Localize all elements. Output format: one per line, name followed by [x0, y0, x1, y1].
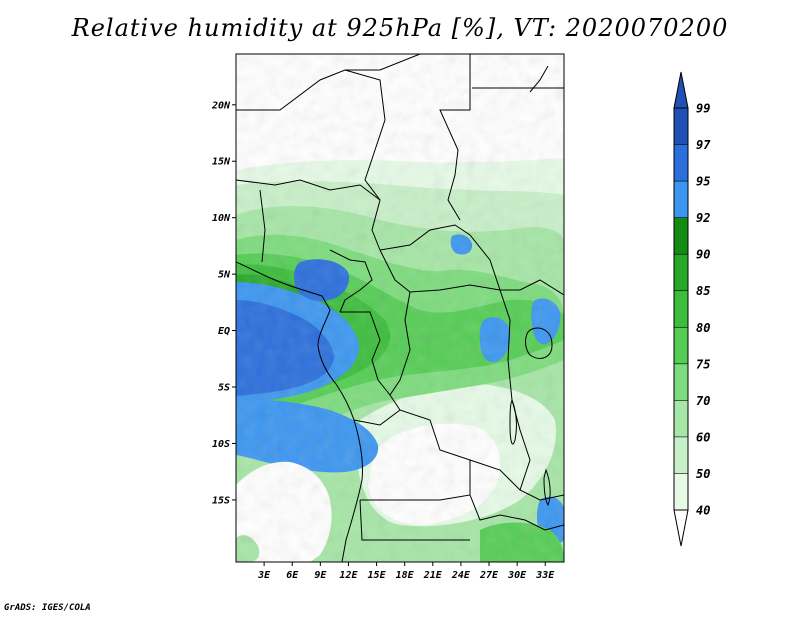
colorbar-swatch — [674, 327, 688, 364]
colorbar-swatch — [674, 181, 688, 218]
lon-tick-label: 6E — [286, 570, 299, 581]
lon-tick-label: 12E — [339, 570, 358, 581]
colorbar-label: 75 — [696, 357, 710, 371]
border-namibia — [359, 499, 470, 541]
colorbar-swatch — [674, 473, 688, 510]
colorbar-label: 95 — [696, 175, 710, 189]
lake-victoria — [525, 327, 553, 359]
coastline-west-africa — [236, 261, 363, 562]
lat-tick-label: 10N — [212, 213, 231, 224]
red-sea-coast — [529, 65, 549, 93]
colorbar-swatch — [674, 400, 688, 437]
border-angola — [353, 409, 471, 501]
longitude-axis: 3E 6E 9E 12E 15E 18E 21E 24E 27E 30E 33E — [257, 562, 555, 581]
colorbar-swatch — [674, 217, 688, 255]
colorbar-label: 80 — [696, 321, 710, 335]
lon-tick-label: 30E — [507, 570, 527, 581]
lat-tick-label: 15S — [212, 495, 230, 506]
lon-tick-label: 33E — [535, 570, 555, 581]
colorbar-swatch — [674, 144, 688, 182]
map-frame — [235, 53, 565, 563]
field-texture — [236, 54, 564, 562]
colorbar-swatch — [674, 108, 688, 145]
border-southeast — [469, 494, 564, 531]
colorbar-label: 99 — [696, 102, 710, 116]
lake-tanganyika — [509, 398, 517, 445]
border-sahel-4 — [500, 279, 564, 296]
border-north-1 — [236, 54, 421, 111]
border-congo-2 — [389, 291, 411, 396]
lat-tick-label: 5N — [218, 270, 231, 281]
colorbar: 40 50 60 70 75 80 85 90 92 95 97 99 — [673, 71, 711, 547]
latitude-axis: 20N 15N 10N 5N EQ 5S 10S 15S — [211, 100, 236, 506]
colorbar-label: 92 — [696, 211, 710, 225]
colorbar-min-arrow — [673, 509, 689, 547]
colorbar-label: 70 — [696, 394, 710, 408]
lat-tick-label: 20N — [211, 100, 231, 111]
country-borders — [236, 54, 564, 562]
border-north-3 — [439, 54, 471, 221]
colorbar-max-arrow — [673, 71, 689, 109]
lon-tick-label: 3E — [257, 570, 271, 581]
map-title: Relative humidity at 925hPa [%], VT: 202… — [71, 14, 729, 42]
border-car — [379, 249, 501, 293]
lon-tick-label: 24E — [451, 570, 471, 581]
lat-tick-label: 15N — [212, 157, 231, 168]
border-sahel-2 — [259, 189, 266, 263]
colorbar-label: 50 — [696, 467, 710, 481]
lon-tick-label: 27E — [479, 570, 499, 581]
colorbar-label: 40 — [696, 504, 710, 518]
colorbar-label: 97 — [696, 138, 711, 152]
colorbar-swatch — [674, 290, 688, 328]
lake-malawi — [543, 468, 551, 507]
border-sahel-1 — [236, 179, 381, 201]
lat-tick-label: 10S — [212, 439, 230, 450]
colorbar-label: 85 — [696, 284, 710, 298]
lon-tick-label: 18E — [396, 570, 415, 581]
lon-tick-label: 15E — [368, 570, 387, 581]
colorbar-swatch — [674, 254, 688, 291]
colorbar-label: 90 — [696, 248, 710, 262]
lon-tick-label: 21E — [423, 570, 443, 581]
map-area — [236, 54, 564, 562]
colorbar-swatch — [674, 436, 688, 474]
colorbar-label: 60 — [696, 430, 710, 444]
border-north-2 — [344, 69, 386, 251]
credit-label: GrADS: IGES/COLA — [4, 603, 91, 613]
border-zambia — [469, 459, 564, 501]
lat-tick-label: 5S — [218, 383, 230, 394]
lon-tick-label: 9E — [314, 570, 327, 581]
border-sahel-3 — [379, 224, 501, 291]
border-cameroon — [329, 249, 373, 313]
colorbar-swatch — [674, 363, 688, 401]
lat-tick-label: EQ — [218, 326, 230, 337]
